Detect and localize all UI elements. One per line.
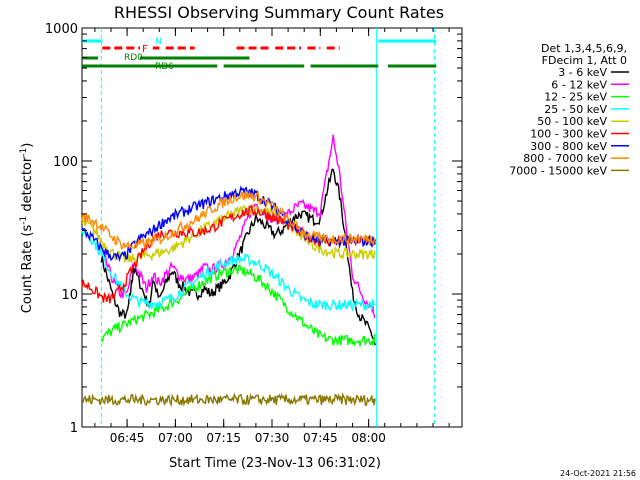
series-line-6 xyxy=(81,185,376,263)
saa-boundary-lines xyxy=(100,28,436,427)
series-line-2 xyxy=(100,264,376,348)
series-lines xyxy=(81,134,376,408)
x-tick-label-1: 07:00 xyxy=(158,431,193,445)
x-tick-label-5: 08:00 xyxy=(351,431,386,445)
y-label-part-3: ) xyxy=(20,143,35,148)
x-tick-label-4: 07:45 xyxy=(303,431,338,445)
legend-label-8: 7000 - 15000 keV xyxy=(509,164,607,177)
flag-label-night: N xyxy=(155,37,162,47)
y-label-sup-2: -1 xyxy=(19,148,29,157)
legend-label-2: 12 - 25 keV xyxy=(544,91,607,104)
legend-label-4: 50 - 100 keV xyxy=(537,115,607,128)
legend-label-1: 6 - 12 keV xyxy=(551,78,607,91)
legend-header-1: Det 1,3,4,5,6,9, xyxy=(541,42,627,55)
y-tick-label-2: 100 xyxy=(53,155,78,170)
x-axis-label: Start Time (23-Nov-13 06:31:02) xyxy=(169,456,381,471)
x-tick-label-2: 07:15 xyxy=(206,431,241,445)
series-line-3 xyxy=(81,228,376,313)
x-tick-label-0: 06:45 xyxy=(110,431,145,445)
legend-label-3: 25 - 50 keV xyxy=(544,103,607,116)
y-axis-label: Count Rate (s-1 detector-1) xyxy=(19,143,35,314)
legend: Det 1,3,4,5,6,9, FDecim 1, Att 0 3 - 6 k… xyxy=(509,42,629,177)
legend-label-6: 300 - 800 keV xyxy=(530,140,607,153)
axis-tick-labels: 06:45 07:00 07:15 07:30 07:45 08:00 1 10 100 1000 xyxy=(45,22,386,445)
legend-header-2: FDecim 1, Att 0 xyxy=(542,54,627,67)
y-tick-label-3: 1000 xyxy=(45,22,78,37)
legend-label-5: 100 - 300 keV xyxy=(530,128,607,141)
flag-label-rd6: RD6 xyxy=(155,62,174,72)
timestamp: 24-Oct-2021 21:56 xyxy=(560,469,636,478)
series-line-1 xyxy=(100,134,376,319)
y-label-part-1: Count Rate (s xyxy=(20,225,35,314)
chart-title: RHESSI Observing Summary Count Rates xyxy=(114,3,444,22)
y-label-sup-1: -1 xyxy=(19,216,29,225)
x-tick-label-3: 07:30 xyxy=(255,431,290,445)
y-label-part-2: detector xyxy=(20,156,35,216)
legend-label-0: 3 - 6 keV xyxy=(558,66,607,79)
series-line-7 xyxy=(81,190,376,251)
y-tick-label-1: 10 xyxy=(61,288,78,303)
series-line-0 xyxy=(100,168,376,346)
axis-ticks xyxy=(82,27,462,428)
flag-label-rd0: RD0 xyxy=(124,53,143,63)
series-line-5 xyxy=(81,204,376,304)
legend-label-7: 800 - 7000 keV xyxy=(523,152,607,165)
plot-frame xyxy=(81,27,463,428)
series-line-8 xyxy=(81,391,376,408)
y-tick-label-0: 1 xyxy=(70,421,78,436)
flag-label-flare: F xyxy=(142,44,148,55)
